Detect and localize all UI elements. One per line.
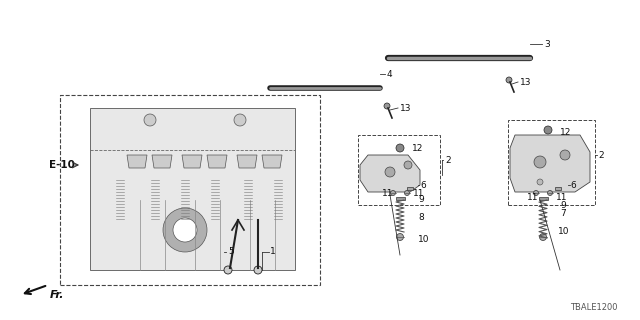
Circle shape: [384, 103, 390, 109]
Text: 11: 11: [413, 188, 424, 197]
Polygon shape: [90, 108, 295, 270]
Circle shape: [560, 150, 570, 160]
Text: 6: 6: [570, 180, 576, 189]
Bar: [555, 187, 561, 189]
Circle shape: [173, 218, 197, 242]
Text: 10: 10: [418, 236, 429, 244]
Circle shape: [404, 190, 410, 196]
Circle shape: [144, 114, 156, 126]
Polygon shape: [262, 155, 282, 168]
Circle shape: [547, 190, 552, 196]
Text: 12: 12: [560, 127, 572, 137]
Circle shape: [397, 234, 403, 241]
Polygon shape: [207, 155, 227, 168]
Text: 9: 9: [418, 196, 424, 204]
Circle shape: [506, 77, 512, 83]
Text: 7: 7: [560, 209, 566, 218]
Text: 13: 13: [520, 77, 531, 86]
Circle shape: [396, 144, 404, 152]
Circle shape: [404, 161, 412, 169]
Polygon shape: [360, 155, 420, 192]
Text: 12: 12: [412, 143, 424, 153]
Circle shape: [534, 190, 538, 196]
Text: 11: 11: [556, 193, 568, 202]
Bar: [538, 196, 547, 199]
Text: 11: 11: [527, 193, 538, 202]
Text: 5: 5: [228, 247, 234, 257]
Circle shape: [534, 156, 546, 168]
Circle shape: [537, 179, 543, 185]
Text: 11: 11: [382, 188, 394, 197]
Circle shape: [390, 190, 396, 196]
Bar: [407, 187, 413, 189]
Text: E-10: E-10: [49, 160, 75, 170]
Text: 9: 9: [560, 201, 566, 210]
Circle shape: [544, 126, 552, 134]
Circle shape: [163, 208, 207, 252]
Text: 4: 4: [387, 69, 392, 78]
Text: Fr.: Fr.: [50, 290, 65, 300]
Circle shape: [540, 234, 547, 241]
Polygon shape: [237, 155, 257, 168]
Polygon shape: [127, 155, 147, 168]
Polygon shape: [510, 135, 590, 192]
Bar: [396, 196, 404, 199]
Text: 10: 10: [558, 228, 570, 236]
Circle shape: [254, 266, 262, 274]
Text: 8: 8: [418, 213, 424, 222]
Polygon shape: [152, 155, 172, 168]
Text: TBALE1200: TBALE1200: [570, 303, 618, 313]
Text: 13: 13: [400, 103, 412, 113]
Text: 1: 1: [270, 247, 276, 257]
Circle shape: [385, 167, 395, 177]
Polygon shape: [182, 155, 202, 168]
Circle shape: [224, 266, 232, 274]
Text: 6: 6: [420, 180, 426, 189]
Text: 3: 3: [544, 39, 550, 49]
Text: 2: 2: [598, 150, 604, 159]
Circle shape: [234, 114, 246, 126]
Text: 2: 2: [445, 156, 451, 164]
